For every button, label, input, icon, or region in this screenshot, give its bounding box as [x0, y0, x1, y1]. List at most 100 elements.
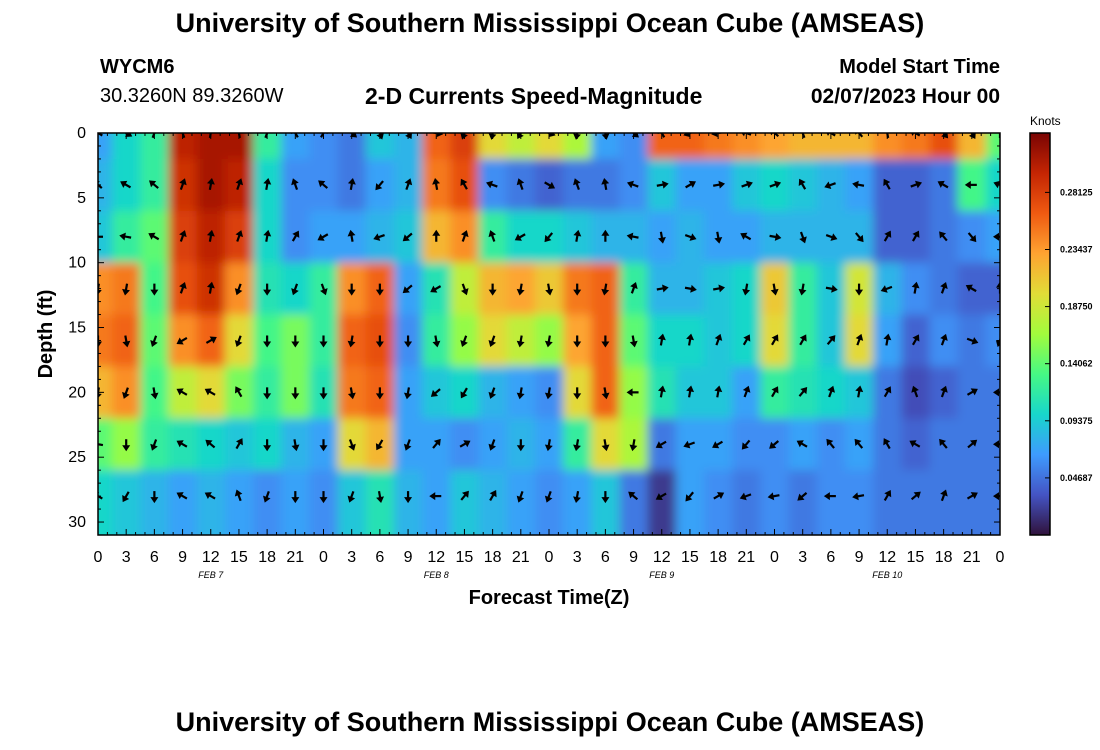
arrow-head	[964, 180, 971, 189]
arrow-head	[488, 340, 497, 348]
current-arrow	[573, 335, 582, 348]
heatmap-cell	[98, 366, 113, 419]
current-arrow	[291, 387, 300, 400]
arrow-head	[206, 281, 215, 289]
current-arrow	[799, 334, 807, 346]
arrow-head	[856, 234, 864, 243]
current-arrow	[263, 491, 271, 503]
current-arrow	[965, 284, 977, 293]
current-arrow	[489, 490, 497, 501]
arrow-head	[996, 281, 1000, 288]
colorbar-tick-label: 0.18750	[1060, 302, 1093, 312]
arrow-head	[179, 178, 187, 186]
x-tick-label: 6	[150, 549, 159, 566]
arrow-head	[573, 178, 581, 186]
arrow-head	[993, 180, 1000, 189]
current-arrow	[544, 439, 553, 452]
x-tick-label: 12	[653, 549, 671, 566]
current-arrow	[883, 386, 892, 398]
arrow-head	[626, 180, 634, 189]
heatmap-cell	[929, 470, 959, 535]
arrow-head	[799, 334, 807, 342]
current-arrow	[376, 490, 384, 503]
arrow-head	[686, 385, 695, 393]
arrow-head	[375, 341, 384, 348]
current-arrow	[911, 334, 920, 346]
current-arrow	[460, 178, 468, 190]
current-arrow	[883, 178, 891, 190]
current-arrow	[855, 232, 864, 243]
current-arrow	[373, 233, 385, 241]
current-arrow	[741, 439, 751, 450]
arrow-head	[206, 177, 215, 185]
current-arrow	[176, 492, 188, 500]
arrow-head	[98, 341, 102, 348]
heatmap-cell	[985, 470, 1000, 535]
colorbar-tick-label: 0.09375	[1060, 416, 1093, 426]
current-arrow	[516, 335, 525, 348]
current-arrow	[940, 489, 948, 502]
arrow-head	[823, 492, 830, 501]
current-arrow	[430, 285, 442, 293]
arrow-head	[662, 180, 669, 189]
arrow-head	[940, 282, 948, 290]
heatmap-cell	[98, 210, 113, 264]
footer-title: University of Southern Mississippi Ocean…	[175, 707, 925, 737]
current-arrow	[150, 387, 159, 400]
heatmap-cell	[365, 470, 395, 535]
current-arrow	[601, 491, 610, 504]
arrow-head	[601, 444, 610, 452]
colorbar-label: Knots	[1030, 114, 1061, 128]
arrow-head	[601, 229, 610, 236]
current-arrow	[150, 283, 159, 296]
arrow-head	[854, 438, 862, 447]
arrow-head	[90, 439, 97, 448]
arrow-head	[291, 444, 300, 452]
x-tick-label: 15	[681, 549, 699, 566]
arrow-head	[150, 289, 159, 296]
x-tick-label: 12	[202, 549, 220, 566]
arrow-head	[291, 178, 299, 186]
arrow-head	[235, 438, 243, 446]
current-arrow	[234, 489, 243, 502]
arrow-head	[375, 393, 384, 400]
current-arrow	[629, 335, 638, 348]
heatmap-cell	[563, 470, 592, 535]
current-arrow	[516, 491, 525, 503]
arrow-head	[348, 443, 356, 451]
arrow-head	[939, 231, 947, 239]
current-arrow	[629, 439, 638, 452]
model-start-value: 02/07/2023 Hour 00	[810, 85, 1000, 108]
chart-title: University of Southern Mississippi Ocean…	[175, 8, 925, 38]
current-arrow	[402, 232, 413, 242]
arrow-head	[740, 232, 748, 240]
arrow-head	[263, 445, 272, 452]
current-arrow	[98, 335, 102, 348]
current-arrow	[940, 282, 948, 294]
arrow-head	[573, 393, 582, 400]
colorbar: Knots 0.28125 0.23437 0.18750 0.14062 0.0937…	[1029, 114, 1093, 536]
arrow-head	[996, 126, 1004, 132]
current-arrow	[347, 229, 356, 242]
arrow-head	[373, 233, 381, 241]
arrow-head	[263, 393, 272, 400]
current-arrow	[712, 440, 724, 449]
current-arrow	[204, 492, 216, 500]
current-arrow	[601, 335, 610, 348]
current-arrow	[347, 177, 356, 190]
y-tick-label: 5	[77, 190, 86, 207]
current-arrow	[432, 438, 441, 449]
arrow-head	[207, 125, 216, 132]
arrow-shaft	[856, 133, 864, 138]
arrow-head	[263, 341, 272, 348]
current-arrow	[739, 492, 752, 501]
current-arrow	[826, 438, 835, 449]
current-arrow	[263, 229, 272, 242]
arrow-head	[686, 333, 695, 341]
arrow-head	[913, 491, 921, 499]
current-arrow	[656, 284, 669, 293]
arrow-head	[204, 388, 212, 396]
current-arrow	[488, 387, 497, 399]
x-tick-label: 9	[404, 549, 413, 566]
arrow-head	[573, 496, 581, 503]
